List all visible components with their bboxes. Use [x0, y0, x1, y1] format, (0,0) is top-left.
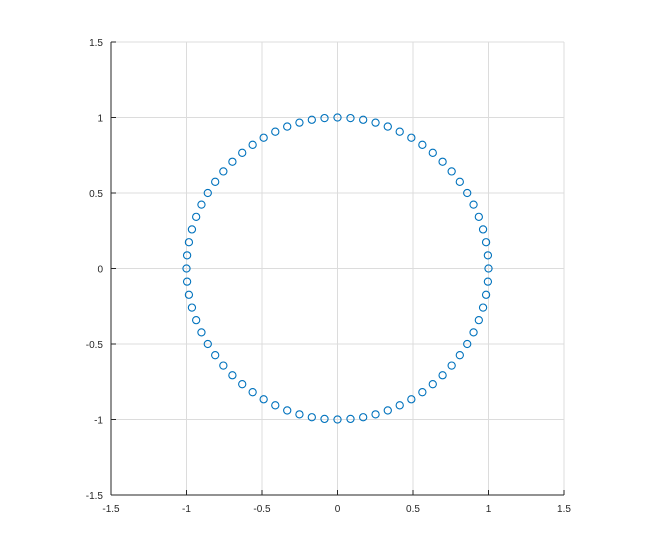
y-tick-label: -0.5	[86, 340, 104, 351]
x-tick-label: 0.5	[406, 504, 420, 515]
scatter-point	[371, 410, 380, 419]
grid-lines	[110, 41, 565, 496]
scatter-point	[474, 212, 483, 222]
x-tick-label: -1	[182, 504, 191, 515]
scatter-point	[447, 167, 456, 176]
scatter-point	[418, 140, 427, 149]
scatter-point	[211, 177, 220, 186]
scatter-point	[481, 238, 491, 247]
x-tick-label: 0	[335, 504, 341, 515]
x-tick-label: -0.5	[253, 504, 271, 515]
scatter-point	[469, 328, 478, 337]
scatter-point	[418, 388, 427, 397]
scatter-point	[283, 406, 292, 415]
scatter-point	[333, 415, 342, 424]
scatter-point	[438, 157, 447, 166]
scatter-point	[203, 188, 212, 198]
x-tick-label: -1.5	[102, 504, 120, 515]
y-tick-label: -1	[94, 416, 103, 427]
scatter-point	[359, 413, 368, 422]
scatter-point	[283, 122, 292, 131]
scatter-point	[307, 115, 316, 124]
scatter-point	[295, 118, 304, 127]
scatter-point	[238, 380, 247, 389]
scatter-point	[187, 225, 197, 234]
scatter-point	[219, 361, 228, 370]
scatter-point	[474, 315, 483, 325]
scatter-point	[469, 200, 478, 209]
scatter-point	[383, 406, 392, 415]
scatter-point	[371, 118, 380, 127]
scatter-point	[333, 113, 342, 122]
scatter-point	[271, 401, 280, 410]
scatter-point	[463, 339, 472, 349]
scatter-point	[438, 371, 447, 380]
scatter-point	[483, 277, 493, 286]
y-tick-label: -1.5	[86, 491, 104, 502]
scatter-point	[463, 188, 472, 198]
scatter-point	[481, 290, 491, 299]
y-tick-label: 0	[97, 265, 103, 276]
scatter-point	[484, 264, 493, 273]
scatter-point	[483, 251, 493, 260]
y-tick-label: 0.5	[89, 189, 103, 200]
scatter-point	[259, 395, 268, 404]
scatter-point	[187, 303, 197, 312]
scatter-point	[238, 148, 247, 157]
scatter-point	[182, 264, 191, 273]
scatter-point	[248, 140, 257, 149]
scatter-point	[219, 167, 228, 176]
scatter-point	[346, 113, 355, 123]
scatter-point	[320, 113, 329, 123]
scatter-point	[455, 177, 464, 186]
scatter-point	[407, 395, 416, 404]
scatter-point	[197, 328, 206, 337]
scatter-point	[346, 414, 355, 424]
scatter-point	[228, 371, 237, 380]
data-points	[182, 113, 493, 424]
scatter-point	[182, 251, 192, 260]
scatter-point	[259, 133, 268, 142]
scatter-point	[184, 290, 194, 299]
scatter-point	[395, 127, 404, 136]
scatter-point	[197, 200, 206, 209]
scatter-point	[192, 212, 201, 222]
x-tick-label: 1	[486, 504, 492, 515]
axis-ticks: -1.5 -1 -0.5 0 0.5 1 1.5 -1.5 -1 -0.5 0 0.5 1 1.5	[86, 38, 572, 515]
scatter-point	[295, 410, 304, 419]
scatter-point	[182, 277, 192, 286]
scatter-point	[359, 115, 368, 124]
scatter-point	[407, 133, 416, 142]
scatter-point	[428, 380, 437, 389]
scatter-point	[184, 238, 194, 247]
y-tick-label: 1.5	[89, 38, 103, 49]
y-tick-label: 1	[97, 114, 103, 125]
scatter-point	[211, 351, 220, 360]
scatter-point	[447, 361, 456, 370]
scatter-point	[307, 413, 316, 422]
scatter-point	[248, 388, 257, 397]
scatter-point	[192, 315, 201, 325]
scatter-point	[271, 127, 280, 136]
scatter-point	[320, 414, 329, 424]
scatter-point	[228, 157, 237, 166]
scatter-point	[395, 401, 404, 410]
scatter-point	[455, 351, 464, 360]
scatter-point	[383, 122, 392, 131]
scatter-point	[478, 225, 488, 234]
scatter-point	[428, 148, 437, 157]
scatter-point	[478, 303, 488, 312]
x-tick-label: 1.5	[557, 504, 571, 515]
scatter-point	[203, 339, 212, 349]
